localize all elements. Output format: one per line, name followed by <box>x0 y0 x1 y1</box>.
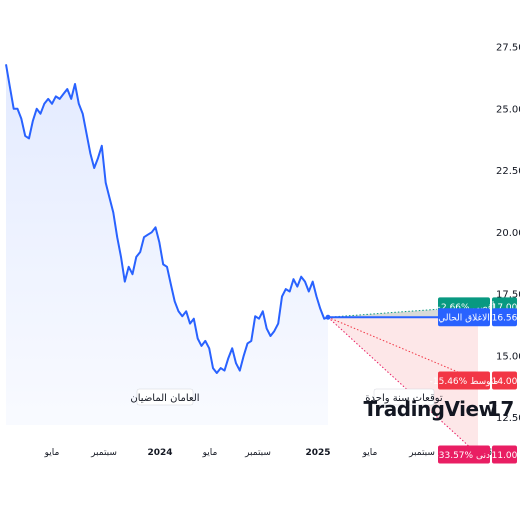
y-axis-ticks: 27.50 25.00 22.50 20.00 17.50 15.00 12.50 <box>496 43 520 425</box>
x-tick-label: مايو <box>202 448 218 458</box>
price-tag-label: -15.46% متوسط <box>430 377 499 387</box>
price-tag-average: 14.00-15.46% متوسط <box>430 371 518 390</box>
x-tick-label: مايو <box>362 448 378 458</box>
period-label-past-text: العامان الماضيان <box>130 393 199 404</box>
y-tick-label: 27.50 <box>496 43 520 54</box>
y-tick-label: 25.00 <box>496 104 520 115</box>
y-tick-label: 15.00 <box>496 351 520 362</box>
price-history-line <box>5 64 329 374</box>
period-label-future: توقعات سنة واحدة <box>365 388 443 406</box>
price-tag-value: 11.00 <box>492 451 518 461</box>
y-tick-label: 20.00 <box>496 228 520 239</box>
x-tick-label: سبتمبر <box>244 448 271 458</box>
price-tag-value: 17.00 <box>492 303 518 313</box>
forecast-line-high <box>327 305 479 318</box>
forecast-line-low <box>327 316 479 455</box>
forecast-line-average <box>327 316 479 381</box>
x-tick-label: مايو <box>44 448 60 458</box>
tradingview-logo-mark: 17 <box>487 397 514 421</box>
current-price-dot <box>325 314 331 320</box>
price-tag-value: 16.56 <box>492 314 518 324</box>
x-tick-label: 2024 <box>147 448 172 458</box>
price-tag-value: 14.00 <box>492 377 518 387</box>
history-area-fill <box>6 64 328 426</box>
x-axis-ticks: مايوسبتمبر2024مايوسبتمبر2025مايوسبتمبر20… <box>44 448 493 458</box>
y-tick-label: 22.50 <box>496 166 520 177</box>
y-tick-label: 17.50 <box>496 290 520 301</box>
y-tick-label: 12.50 <box>496 413 520 424</box>
price-tag-label: -33.57% أدنى <box>436 449 493 461</box>
tradingview-logo: TradingView 17 <box>363 397 514 421</box>
x-tick-label: سبتمبر <box>90 448 117 458</box>
period-label-past: العامان الماضيان <box>130 388 200 406</box>
x-tick-label: 2025 <box>305 448 330 458</box>
forecast-down-range <box>328 306 478 455</box>
x-tick-label: سبتمبر <box>408 448 435 458</box>
price-tag-low: 11.00-33.57% أدنى <box>436 445 518 464</box>
period-label-future-text: توقعات سنة واحدة <box>365 393 443 404</box>
price-tag-label: الاغلاق الحالي <box>438 314 490 324</box>
tradingview-logo-text: TradingView <box>363 397 496 421</box>
